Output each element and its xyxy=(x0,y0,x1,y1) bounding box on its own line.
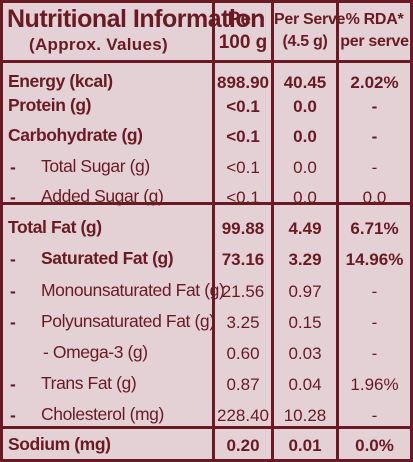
row-dash: - xyxy=(10,312,16,332)
per-100g-value: <0.1 xyxy=(226,127,260,146)
nutrient-label: Total Sugar (g) xyxy=(41,156,150,176)
rda-value: - xyxy=(371,313,378,332)
nutrient-label: Monounsaturated Fat (g) xyxy=(41,280,225,300)
rda-value: - xyxy=(371,158,378,177)
rda-header-line1: % RDA* xyxy=(345,11,404,28)
column-divider xyxy=(212,3,215,459)
per-serve-header-line1: Per Serve xyxy=(274,11,346,28)
rda-value: 1.96% xyxy=(350,375,399,394)
per-100g-value: <0.1 xyxy=(226,158,260,177)
per-serve-value: 0.0 xyxy=(293,97,317,116)
nutrient-label: Polyunsaturated Fat (g) xyxy=(41,311,215,331)
per-serve-header: Per Serve (4.5 g) xyxy=(274,11,346,50)
row-dash: - xyxy=(10,187,16,207)
nutrient-label: Sodium (mg) xyxy=(8,434,111,454)
per-serve-value: 3.29 xyxy=(288,250,322,269)
nutrient-label: Energy (kcal) xyxy=(8,71,113,91)
per-100g-value: 0.20 xyxy=(226,436,260,455)
rda-value: 6.71% xyxy=(350,219,399,238)
per-serve-value: 0.0 xyxy=(293,188,317,207)
table-subtitle: (Approx. Values) xyxy=(29,35,168,54)
rda-header: % RDA* per serve xyxy=(339,12,410,50)
nutrient-label: Total Fat (g) xyxy=(8,217,102,237)
per-100g-value: <0.1 xyxy=(226,97,260,116)
per-100g-value: 898.90 xyxy=(217,73,269,92)
per-100g-value: 73.16 xyxy=(221,250,265,269)
per-serve-value: 0.0 xyxy=(293,127,317,146)
per-100g-header: Per 100 g xyxy=(215,10,271,52)
nutrient-label: Added Sugar (g) xyxy=(41,186,164,206)
per-serve-value: 0.0 xyxy=(293,158,317,177)
per-100g-value: 228.40 xyxy=(217,406,269,425)
row-divider xyxy=(3,202,410,205)
per-serve-value: 0.01 xyxy=(288,436,322,455)
row-dash: - xyxy=(10,374,16,394)
nutrient-label: Cholesterol (mg) xyxy=(41,404,164,424)
per-serve-header-line2: (4.5 g) xyxy=(282,33,328,50)
per-serve-value: 4.49 xyxy=(288,219,322,238)
rda-header-line2: per serve xyxy=(340,33,409,50)
per-serve-value: 10.28 xyxy=(283,406,327,425)
per-100g-value: 3.25 xyxy=(226,313,260,332)
row-dash: - xyxy=(10,157,16,177)
rda-value: 0.0 xyxy=(362,188,387,207)
per-serve-value: 0.04 xyxy=(288,375,322,394)
table-title: Nutritional Information xyxy=(7,5,265,33)
rda-value: 14.96% xyxy=(345,250,404,269)
rda-value: - xyxy=(371,97,378,116)
per-100g-value: 21.56 xyxy=(221,282,265,301)
rda-value: - xyxy=(371,127,378,146)
per-serve-value: 0.97 xyxy=(288,282,322,301)
per-100g-header-line1: Per xyxy=(227,9,259,30)
nutrient-label: Carbohydrate (g) xyxy=(8,125,143,145)
rda-value: - xyxy=(371,282,378,301)
rda-value: 2.02% xyxy=(350,73,399,92)
per-100g-header-line2: 100 g xyxy=(218,32,268,53)
per-100g-value: <0.1 xyxy=(226,188,260,207)
per-serve-value: 40.45 xyxy=(283,73,327,92)
row-dash: - xyxy=(10,405,16,425)
rda-value: - xyxy=(371,406,378,425)
per-100g-value: 99.88 xyxy=(221,219,265,238)
header-divider xyxy=(3,60,410,63)
nutrient-label: - Omega-3 (g) xyxy=(43,342,148,362)
per-100g-value: 0.60 xyxy=(226,344,260,363)
row-divider xyxy=(3,426,410,429)
per-serve-value: 0.15 xyxy=(288,313,322,332)
per-serve-value: 0.03 xyxy=(288,344,322,363)
rda-value: 0.0% xyxy=(355,436,394,455)
row-dash: - xyxy=(10,281,16,301)
nutrient-label: Trans Fat (g) xyxy=(41,373,137,393)
nutrition-table: Nutritional Information (Approx. Values)… xyxy=(3,3,410,459)
column-divider xyxy=(336,3,339,459)
nutrient-label: Saturated Fat (g) xyxy=(41,248,174,268)
nutrient-label: Protein (g) xyxy=(8,95,92,115)
rda-value: - xyxy=(371,344,378,363)
column-divider xyxy=(271,3,274,459)
row-dash: - xyxy=(10,249,16,269)
per-100g-value: 0.87 xyxy=(226,375,260,394)
